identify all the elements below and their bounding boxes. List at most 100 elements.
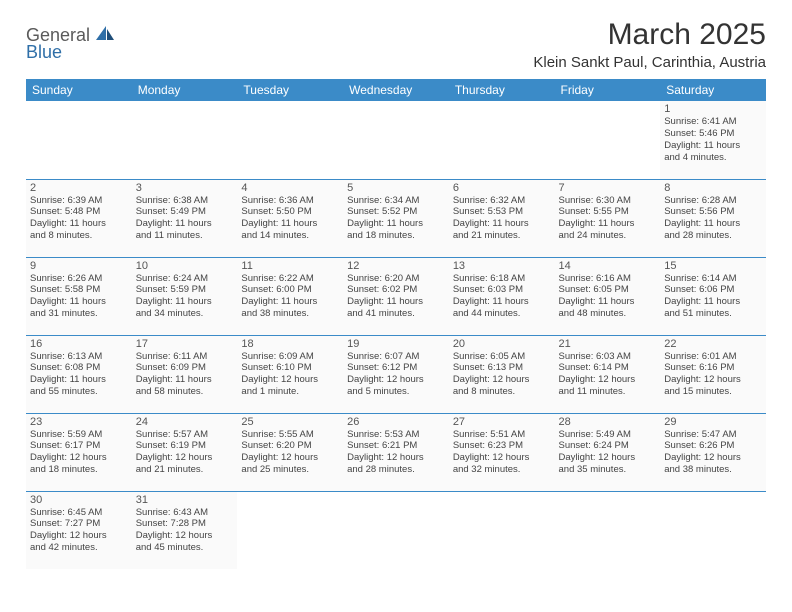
daylight-line: and 1 minute. — [241, 386, 339, 398]
day-number: 10 — [136, 260, 234, 272]
daylight-line: and 8 minutes. — [30, 230, 128, 242]
daylight-line: Daylight: 12 hours — [241, 452, 339, 464]
sunrise-line: Sunrise: 6:14 AM — [664, 273, 762, 285]
daylight-line: Daylight: 11 hours — [559, 296, 657, 308]
weekday-header: Wednesday — [343, 79, 449, 101]
daylight-line: Daylight: 12 hours — [136, 530, 234, 542]
calendar-week-row: 30Sunrise: 6:45 AMSunset: 7:27 PMDayligh… — [26, 491, 766, 569]
day-number: 23 — [30, 416, 128, 428]
calendar-header-row: Sunday Monday Tuesday Wednesday Thursday… — [26, 79, 766, 101]
sunrise-line: Sunrise: 5:57 AM — [136, 429, 234, 441]
daylight-line: Daylight: 11 hours — [241, 218, 339, 230]
daylight-line: Daylight: 11 hours — [30, 374, 128, 386]
sunrise-line: Sunrise: 5:49 AM — [559, 429, 657, 441]
calendar-day-cell: 14Sunrise: 6:16 AMSunset: 6:05 PMDayligh… — [555, 257, 661, 335]
calendar-day-cell: 29Sunrise: 5:47 AMSunset: 6:26 PMDayligh… — [660, 413, 766, 491]
calendar-day-cell: 24Sunrise: 5:57 AMSunset: 6:19 PMDayligh… — [132, 413, 238, 491]
calendar-day-cell — [449, 101, 555, 179]
daylight-line: Daylight: 11 hours — [453, 218, 551, 230]
calendar-day-cell: 11Sunrise: 6:22 AMSunset: 6:00 PMDayligh… — [237, 257, 343, 335]
sunset-line: Sunset: 5:52 PM — [347, 206, 445, 218]
title-block: March 2025 Klein Sankt Paul, Carinthia, … — [533, 18, 766, 71]
daylight-line: and 55 minutes. — [30, 386, 128, 398]
daylight-line: and 58 minutes. — [136, 386, 234, 398]
calendar-day-cell: 28Sunrise: 5:49 AMSunset: 6:24 PMDayligh… — [555, 413, 661, 491]
sunrise-line: Sunrise: 6:20 AM — [347, 273, 445, 285]
calendar-week-row: 1Sunrise: 6:41 AMSunset: 5:46 PMDaylight… — [26, 101, 766, 179]
calendar-day-cell: 2Sunrise: 6:39 AMSunset: 5:48 PMDaylight… — [26, 179, 132, 257]
day-number: 24 — [136, 416, 234, 428]
daylight-line: Daylight: 11 hours — [30, 296, 128, 308]
daylight-line: and 24 minutes. — [559, 230, 657, 242]
sunset-line: Sunset: 6:13 PM — [453, 362, 551, 374]
daylight-line: Daylight: 11 hours — [241, 296, 339, 308]
daylight-line: and 42 minutes. — [30, 542, 128, 554]
day-number: 26 — [347, 416, 445, 428]
sunrise-line: Sunrise: 6:30 AM — [559, 195, 657, 207]
sunset-line: Sunset: 6:02 PM — [347, 284, 445, 296]
calendar-week-row: 2Sunrise: 6:39 AMSunset: 5:48 PMDaylight… — [26, 179, 766, 257]
sunset-line: Sunset: 5:56 PM — [664, 206, 762, 218]
daylight-line: Daylight: 11 hours — [136, 218, 234, 230]
daylight-line: Daylight: 12 hours — [559, 374, 657, 386]
calendar-day-cell: 18Sunrise: 6:09 AMSunset: 6:10 PMDayligh… — [237, 335, 343, 413]
daylight-line: and 21 minutes. — [136, 464, 234, 476]
sunset-line: Sunset: 6:17 PM — [30, 440, 128, 452]
daylight-line: and 18 minutes. — [347, 230, 445, 242]
sunset-line: Sunset: 6:16 PM — [664, 362, 762, 374]
daylight-line: Daylight: 12 hours — [453, 374, 551, 386]
daylight-line: Daylight: 11 hours — [559, 218, 657, 230]
daylight-line: and 44 minutes. — [453, 308, 551, 320]
sunrise-line: Sunrise: 6:16 AM — [559, 273, 657, 285]
sunset-line: Sunset: 6:19 PM — [136, 440, 234, 452]
day-number: 18 — [241, 338, 339, 350]
daylight-line: and 34 minutes. — [136, 308, 234, 320]
day-number: 19 — [347, 338, 445, 350]
daylight-line: and 11 minutes. — [136, 230, 234, 242]
calendar-day-cell: 4Sunrise: 6:36 AMSunset: 5:50 PMDaylight… — [237, 179, 343, 257]
sunset-line: Sunset: 6:12 PM — [347, 362, 445, 374]
sunrise-line: Sunrise: 6:22 AM — [241, 273, 339, 285]
calendar-day-cell: 16Sunrise: 6:13 AMSunset: 6:08 PMDayligh… — [26, 335, 132, 413]
day-number: 4 — [241, 182, 339, 194]
sunrise-line: Sunrise: 6:03 AM — [559, 351, 657, 363]
daylight-line: and 28 minutes. — [347, 464, 445, 476]
calendar-day-cell: 10Sunrise: 6:24 AMSunset: 5:59 PMDayligh… — [132, 257, 238, 335]
sunrise-line: Sunrise: 6:26 AM — [30, 273, 128, 285]
daylight-line: and 38 minutes. — [664, 464, 762, 476]
day-number: 6 — [453, 182, 551, 194]
day-number: 30 — [30, 494, 128, 506]
daylight-line: and 5 minutes. — [347, 386, 445, 398]
sunrise-line: Sunrise: 5:53 AM — [347, 429, 445, 441]
day-number: 14 — [559, 260, 657, 272]
day-number: 13 — [453, 260, 551, 272]
daylight-line: and 14 minutes. — [241, 230, 339, 242]
sunrise-line: Sunrise: 6:28 AM — [664, 195, 762, 207]
day-number: 12 — [347, 260, 445, 272]
daylight-line: Daylight: 12 hours — [136, 452, 234, 464]
calendar-day-cell: 1Sunrise: 6:41 AMSunset: 5:46 PMDaylight… — [660, 101, 766, 179]
sunset-line: Sunset: 5:48 PM — [30, 206, 128, 218]
calendar-day-cell: 27Sunrise: 5:51 AMSunset: 6:23 PMDayligh… — [449, 413, 555, 491]
day-number: 27 — [453, 416, 551, 428]
sunrise-line: Sunrise: 6:43 AM — [136, 507, 234, 519]
calendar-day-cell: 17Sunrise: 6:11 AMSunset: 6:09 PMDayligh… — [132, 335, 238, 413]
calendar-body: 1Sunrise: 6:41 AMSunset: 5:46 PMDaylight… — [26, 101, 766, 569]
calendar-day-cell: 8Sunrise: 6:28 AMSunset: 5:56 PMDaylight… — [660, 179, 766, 257]
calendar-day-cell: 31Sunrise: 6:43 AMSunset: 7:28 PMDayligh… — [132, 491, 238, 569]
daylight-line: and 18 minutes. — [30, 464, 128, 476]
sunrise-line: Sunrise: 6:13 AM — [30, 351, 128, 363]
sunset-line: Sunset: 5:53 PM — [453, 206, 551, 218]
logo-text-blue: Blue — [26, 42, 62, 63]
sunset-line: Sunset: 6:24 PM — [559, 440, 657, 452]
weekday-header: Thursday — [449, 79, 555, 101]
day-number: 2 — [30, 182, 128, 194]
sunrise-line: Sunrise: 6:05 AM — [453, 351, 551, 363]
daylight-line: and 21 minutes. — [453, 230, 551, 242]
calendar-day-cell: 7Sunrise: 6:30 AMSunset: 5:55 PMDaylight… — [555, 179, 661, 257]
sunset-line: Sunset: 7:28 PM — [136, 518, 234, 530]
daylight-line: and 51 minutes. — [664, 308, 762, 320]
daylight-line: and 32 minutes. — [453, 464, 551, 476]
calendar-day-cell: 23Sunrise: 5:59 AMSunset: 6:17 PMDayligh… — [26, 413, 132, 491]
daylight-line: and 45 minutes. — [136, 542, 234, 554]
